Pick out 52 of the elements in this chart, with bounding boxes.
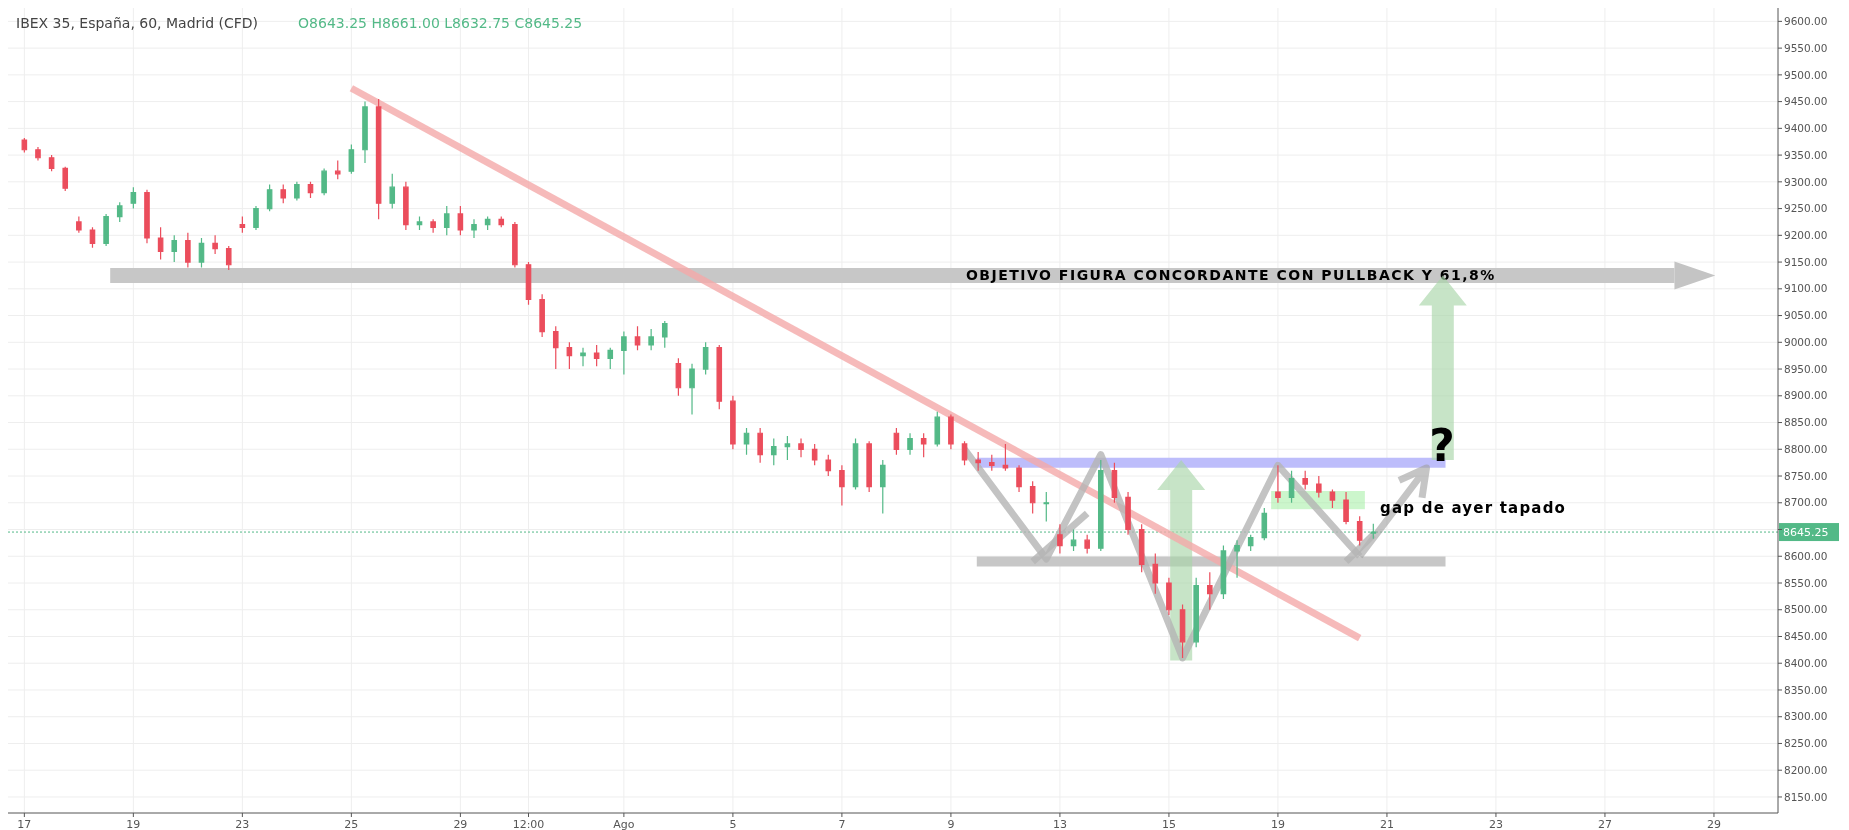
y-tick-label: 8500.00	[1784, 603, 1828, 616]
x-tick-label: Ago	[613, 818, 635, 830]
x-tick-label: 27	[1597, 818, 1612, 830]
x-tick-label: 19	[126, 818, 141, 830]
y-tick-label: 9450.00	[1784, 95, 1828, 108]
x-tick-label: 13	[1052, 818, 1067, 830]
x-tick-label: 19	[1270, 818, 1285, 830]
y-tick-label: 8300.00	[1784, 710, 1828, 723]
y-tick-label: 8350.00	[1784, 683, 1828, 696]
y-tick-label: 8600.00	[1784, 549, 1828, 562]
x-tick-label: 5	[729, 818, 737, 830]
x-tick-label: 12:00	[512, 818, 545, 830]
x-tick-label: 23	[1488, 818, 1503, 830]
x-tick-label: 23	[235, 818, 250, 830]
x-tick-label: 29	[453, 818, 468, 830]
y-tick-label: 9000.00	[1784, 335, 1828, 348]
y-tick-label: 8950.00	[1784, 362, 1828, 375]
y-tick-label: 9600.00	[1784, 15, 1828, 28]
y-tick-label: 8800.00	[1784, 442, 1828, 455]
x-tick-label: 29	[1706, 818, 1721, 830]
y-tick-label: 8250.00	[1784, 737, 1828, 750]
x-tick-label: 15	[1161, 818, 1176, 830]
y-tick-label: 9500.00	[1784, 68, 1828, 81]
y-tick-label: 8550.00	[1784, 576, 1828, 589]
x-tick-label: 9	[947, 818, 955, 830]
x-tick-label: 25	[344, 818, 359, 830]
y-tick-label: 8750.00	[1784, 469, 1828, 482]
y-tick-label: 8900.00	[1784, 389, 1828, 402]
x-tick-label: 21	[1379, 818, 1394, 830]
annotation: gap de ayer tapado	[1380, 498, 1567, 517]
text: IBEX 35, España, 60, Madrid (CFD)	[16, 15, 259, 31]
y-tick-label: 9150.00	[1784, 255, 1828, 268]
y-tick-label: 9050.00	[1784, 309, 1828, 322]
ref-line-label: 8645.25	[1783, 526, 1829, 540]
y-tick-label: 9350.00	[1784, 148, 1828, 161]
y-tick-label: 9300.00	[1784, 175, 1828, 188]
x-tick-label: 17	[17, 818, 32, 830]
y-tick-label: 9100.00	[1784, 282, 1828, 295]
y-tick-label: 9250.00	[1784, 202, 1828, 215]
ref-line-label: OBJETIVO FIGURA CONCORDANTE CON PULLBACK Y 61,8%	[965, 267, 1496, 284]
y-tick-label: 8700.00	[1784, 496, 1828, 509]
annotation: O8643.25 H8661.00 L8632.75 C8645.25	[298, 15, 583, 31]
y-tick-label: 8150.00	[1784, 790, 1828, 803]
annotation: ?	[1429, 420, 1455, 472]
x-tick-label: 7	[838, 818, 846, 830]
y-tick-label: 9200.00	[1784, 229, 1828, 241]
y-tick-label: 8850.00	[1784, 416, 1828, 429]
y-tick-label: 8400.00	[1784, 656, 1828, 669]
y-tick-label: 9400.00	[1784, 122, 1828, 135]
y-tick-label: 8200.00	[1784, 763, 1828, 776]
y-tick-label: 8450.00	[1784, 630, 1828, 643]
y-tick-label: 9550.00	[1784, 41, 1828, 54]
